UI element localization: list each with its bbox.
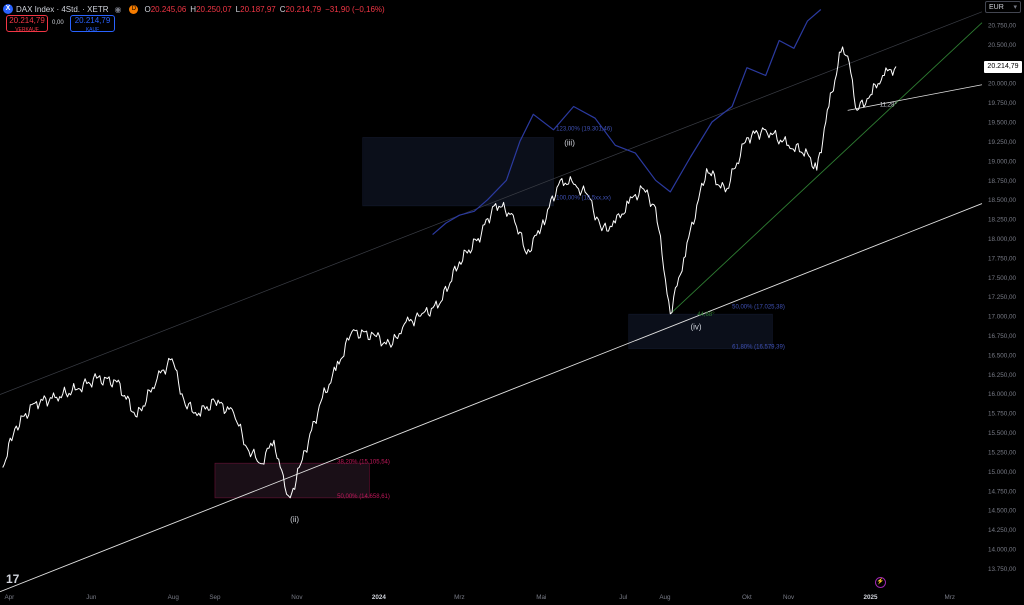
currency-select[interactable]: EUR ▾ — [985, 1, 1021, 13]
annotation-label: 44,68° — [697, 312, 715, 318]
y-tick-label: 17.500,00 — [988, 275, 1017, 282]
y-tick-label: 20.500,00 — [988, 42, 1017, 49]
chevron-down-icon: ▾ — [1013, 4, 1017, 11]
annotation-label: 50,00% (14.658,61) — [337, 494, 390, 500]
symbol-header: X DAX Index · 4Std. · XETR ◉ D O20.245,0… — [3, 2, 385, 16]
angle-line — [847, 84, 983, 111]
annotation-label: 11,28° — [880, 103, 898, 109]
ohlc-close: C20.214,79 — [279, 4, 322, 14]
buy-price: 20.214,79 — [74, 16, 111, 25]
ohlc-low: L20.187,97 — [235, 4, 276, 14]
tradingview-logo-icon: 17 — [6, 572, 20, 586]
last-price-label: 20.214,79 — [984, 61, 1022, 73]
spread-value: 0,00 — [52, 20, 64, 26]
fib-zone — [628, 313, 773, 350]
x-tick-label: Jul — [619, 594, 627, 601]
x-tick-label: Aug — [168, 594, 180, 601]
x-tick-label: Mrz — [454, 594, 465, 601]
y-tick-label: 18.000,00 — [988, 236, 1017, 243]
annotation-label: 61,80% (16.579,39) — [732, 345, 785, 351]
annotation-label: 50,00% (17.025,38) — [732, 304, 785, 310]
x-tick-label: Mrz — [945, 594, 956, 601]
trend-line — [670, 22, 983, 315]
y-tick-label: 18.500,00 — [988, 197, 1017, 204]
annotation-label: (iv) — [690, 322, 701, 331]
sell-label: VERKAUF — [15, 27, 39, 33]
buy-button[interactable]: 20.214,79 KAUF — [70, 15, 115, 33]
y-tick-label: 17.000,00 — [988, 314, 1017, 321]
sell-button[interactable]: 20.214,79 VERKAUF — [6, 15, 48, 33]
y-tick-label: 16.750,00 — [988, 333, 1017, 340]
x-tick-label: 2024 — [372, 594, 387, 601]
x-tick-label: Apr — [4, 594, 14, 601]
annotation-label: (iii) — [564, 138, 575, 147]
event-marker-icon[interactable]: ⚡ — [875, 577, 886, 588]
series-group — [2, 9, 897, 499]
annotation-label: (ii) — [290, 515, 299, 524]
ohlc-open: O20.245,06 — [144, 4, 187, 14]
price-line — [2, 46, 897, 499]
y-tick-label: 18.250,00 — [988, 217, 1017, 224]
y-tick-label: 18.750,00 — [988, 178, 1017, 185]
x-tick-label: Jun — [86, 594, 97, 601]
symbol-logo-icon: X — [3, 4, 13, 14]
sell-price: 20.214,79 — [9, 16, 45, 25]
y-tick-label: 17.250,00 — [988, 294, 1017, 301]
y-tick-label: 20.750,00 — [988, 23, 1017, 30]
fib-zones — [214, 137, 773, 499]
y-tick-label: 17.750,00 — [988, 255, 1017, 262]
x-tick-label: Mai — [536, 594, 546, 601]
y-tick-label: 19.500,00 — [988, 120, 1017, 127]
symbol-title[interactable]: DAX Index · 4Std. · XETR — [16, 4, 109, 14]
channel-line — [0, 11, 983, 395]
eye-icon[interactable]: ◉ — [114, 4, 122, 14]
annotation-label: 100,00% (18.5xx,xx) — [556, 196, 611, 202]
buy-label: KAUF — [85, 27, 100, 33]
price-change: −31,90 (−0,16%) — [325, 4, 385, 14]
x-axis[interactable]: Apr Jun Aug Sep Nov 2024 Mrz Mai Jul Aug Okt Nov 202… — [4, 594, 955, 601]
x-tick-label: Sep — [209, 594, 221, 601]
currency-value: EUR — [989, 4, 1004, 11]
y-tick-label: 14.250,00 — [988, 527, 1017, 534]
x-tick-label: Nov — [291, 594, 303, 601]
y-tick-label: 15.250,00 — [988, 449, 1017, 456]
y-tick-label: 15.750,00 — [988, 411, 1017, 418]
y-tick-label: 16.250,00 — [988, 372, 1017, 379]
y-tick-label: 19.250,00 — [988, 139, 1017, 146]
annotation-label: 38,20% (15.105,54) — [337, 460, 390, 466]
y-tick-label: 14.750,00 — [988, 488, 1017, 495]
y-tick-label: 14.000,00 — [988, 547, 1017, 554]
y-tick-label: 20.000,00 — [988, 81, 1017, 88]
fib-zone — [362, 137, 554, 207]
y-tick-label: 14.500,00 — [988, 508, 1017, 515]
ohlc-high: H20.250,07 — [190, 4, 232, 14]
y-tick-label: 19.750,00 — [988, 100, 1017, 107]
y-tick-label: 15.500,00 — [988, 430, 1017, 437]
annotations: (ii) (iii) (iv) 123,00% (19.301,46) 100,00% … — [290, 103, 897, 524]
y-tick-label: 15.000,00 — [988, 469, 1017, 476]
x-tick-label: Aug — [659, 594, 671, 601]
annotation-label: 123,00% (19.301,46) — [556, 127, 612, 133]
y-tick-label: 13.750,00 — [988, 566, 1017, 573]
support-line — [0, 203, 983, 593]
x-tick-label: Okt — [742, 594, 752, 601]
data-badge: D — [129, 4, 139, 14]
y-tick-label: 16.000,00 — [988, 391, 1017, 398]
y-axis[interactable]: 14.000,00 14.250,00 14.500,00 14.750,00 15.0… — [988, 23, 1017, 573]
x-tick-label: 2025 — [863, 594, 878, 601]
y-tick-label: 16.500,00 — [988, 352, 1017, 359]
trend-lines — [0, 11, 983, 593]
x-tick-label: Nov — [783, 594, 795, 601]
y-tick-label: 19.000,00 — [988, 158, 1017, 165]
overlay-line — [432, 9, 822, 236]
